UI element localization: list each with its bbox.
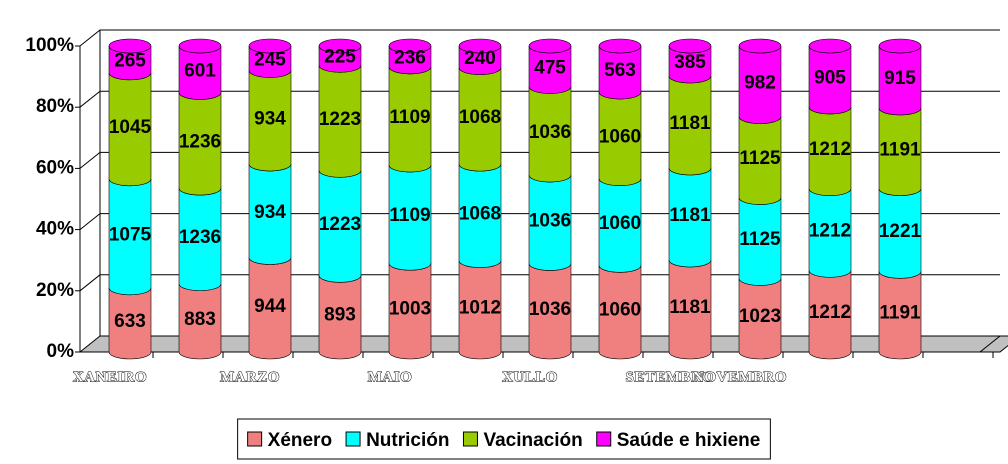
value-label: 1003 — [389, 299, 431, 320]
bar-top — [388, 38, 432, 54]
bar-top — [248, 38, 292, 54]
value-label: 1223 — [319, 214, 361, 235]
value-label: 225 — [324, 47, 356, 68]
bar-top — [878, 38, 922, 54]
value-label: 475 — [534, 57, 566, 78]
value-label: 1212 — [809, 302, 851, 323]
value-label: 1060 — [599, 300, 641, 321]
floor-front — [80, 335, 1001, 353]
legend-label: Vacinación — [483, 430, 582, 451]
y-tick-label: 80% — [36, 96, 74, 117]
value-label: 1045 — [109, 117, 152, 138]
value-label: 883 — [184, 309, 216, 330]
y-tick-label: 0% — [47, 341, 75, 362]
value-label: 1109 — [389, 107, 430, 128]
value-label: 1109 — [389, 205, 430, 226]
value-label: 1075 — [109, 224, 152, 245]
legend-swatch — [345, 431, 361, 447]
value-label: 240 — [464, 48, 496, 69]
bar-top — [808, 38, 852, 54]
value-label: 1236 — [179, 227, 221, 248]
legend-label: Saúde e hixiene — [617, 430, 761, 451]
x-tick-label: XANEIRO — [73, 369, 147, 385]
value-label: 245 — [254, 49, 286, 70]
value-label: 1181 — [669, 113, 711, 134]
legend-box — [237, 418, 771, 460]
legend-swatch — [596, 431, 612, 447]
value-label: 915 — [884, 68, 916, 89]
value-label: 1125 — [739, 229, 781, 250]
value-label: 1012 — [459, 297, 501, 318]
value-label: 1036 — [529, 299, 571, 320]
legend-swatch — [247, 431, 263, 447]
y-tick-label: 20% — [36, 280, 74, 301]
value-label: 1036 — [529, 210, 571, 231]
legend: Xénero Nutrición Vacinación Saúde e hixiene — [237, 418, 771, 460]
value-label: 944 — [254, 296, 286, 317]
legend-label: Nutrición — [366, 430, 449, 451]
value-label: 1181 — [669, 205, 711, 226]
value-label: 1060 — [599, 213, 641, 234]
y-tick-label: 100% — [25, 35, 74, 56]
value-label: 265 — [114, 50, 146, 71]
bar-top — [108, 38, 152, 54]
legend-swatch — [462, 431, 478, 447]
value-label: 1181 — [669, 297, 711, 318]
value-label: 563 — [604, 60, 636, 81]
value-label: 905 — [814, 68, 846, 89]
value-label: 601 — [184, 60, 216, 81]
value-label: 1068 — [459, 107, 501, 128]
value-label: 236 — [394, 47, 426, 68]
bar-top — [668, 38, 712, 54]
bar-top — [178, 38, 222, 54]
value-label: 1223 — [319, 109, 361, 130]
bar-top — [738, 38, 782, 54]
x-tick-label: NOVEMBRO — [693, 369, 787, 385]
value-label: 893 — [324, 305, 356, 326]
legend-label: Xénero — [268, 430, 332, 451]
value-label: 1221 — [879, 221, 922, 242]
value-label: 1236 — [179, 131, 221, 152]
value-label: 385 — [674, 52, 706, 73]
bar-top — [528, 38, 572, 54]
value-label: 1036 — [529, 122, 571, 143]
value-label: 633 — [114, 311, 146, 332]
bar-top — [598, 38, 642, 54]
x-tick-label: MARZO — [220, 369, 280, 385]
value-label: 1068 — [459, 203, 501, 224]
bar-top — [318, 38, 362, 54]
value-label: 1060 — [599, 126, 641, 147]
value-label: 1191 — [879, 139, 921, 160]
x-tick-label: MAIO — [368, 369, 413, 385]
value-label: 934 — [254, 108, 286, 129]
value-label: 1023 — [739, 306, 781, 327]
x-tick-label: XULLO — [502, 369, 558, 385]
value-label: 1212 — [809, 139, 851, 160]
y-tick-label: 40% — [36, 219, 74, 240]
value-label: 934 — [254, 202, 286, 223]
value-label: 1125 — [739, 148, 781, 169]
bar-top — [458, 38, 502, 54]
value-label: 1191 — [879, 303, 921, 324]
value-label: 1212 — [809, 221, 851, 242]
y-tick-label: 60% — [36, 157, 74, 178]
x-tick-label: SETEMBRO — [625, 369, 714, 385]
value-label: 982 — [744, 72, 776, 93]
